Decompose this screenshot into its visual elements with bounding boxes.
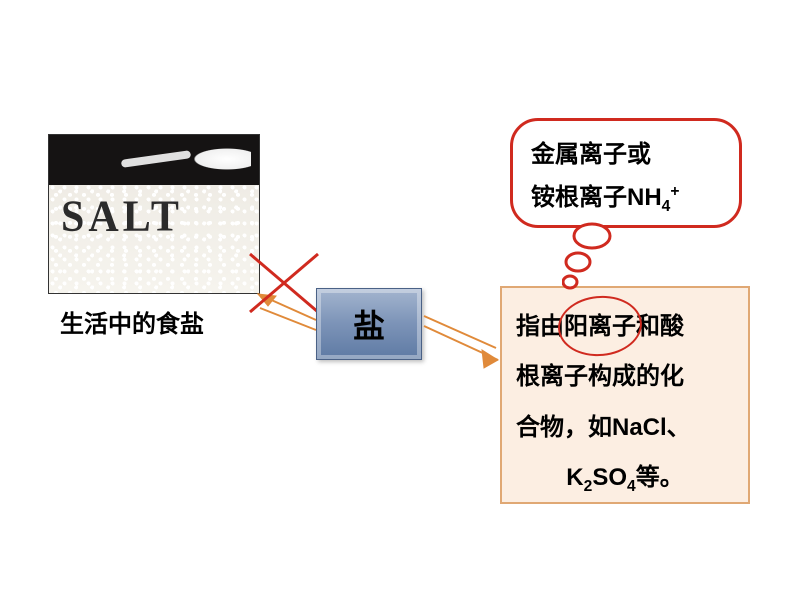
callout-l2-pre: 铵根离子NH (531, 184, 662, 211)
tail-bubble-2 (566, 253, 590, 271)
salt-spoon (171, 141, 251, 177)
arrow-right-shaft2 (424, 316, 496, 348)
callout-bubble: 金属离子或 铵根离子NH4+ (510, 118, 742, 228)
def-SO: SO (592, 464, 627, 491)
definition-line-2: 根离子构成的化 (516, 352, 734, 402)
cross-line-2 (250, 254, 318, 312)
center-salt-box: 盐 (316, 288, 422, 360)
salt-photo: SALT (48, 134, 260, 294)
center-salt-label: 盐 (353, 301, 385, 347)
def-sub4: 4 (627, 478, 636, 495)
arrow-right-head (482, 350, 498, 368)
salt-photo-text: SALT (61, 192, 183, 242)
callout-line-2: 铵根离子NH4+ (531, 176, 721, 221)
salt-caption: 生活中的食盐 (60, 304, 204, 339)
definition-line-3: 合物，如NaCl、 (516, 403, 734, 453)
callout-tail (562, 222, 632, 292)
def-highlight-cation: 阳离子 (564, 302, 636, 352)
definition-box: 指由阳离子和酸 根离子构成的化 合物，如NaCl、 K2SO4等。 (500, 286, 750, 504)
def-post: 等。 (636, 464, 684, 491)
arrow-right-shaft (424, 326, 498, 360)
callout-sub4: 4 (662, 198, 671, 215)
definition-line-1: 指由阳离子和酸 (516, 302, 734, 352)
arrow-left-shaft (258, 294, 316, 320)
def-l1-post: 和酸 (636, 313, 684, 340)
arrow-left-head (258, 294, 276, 306)
definition-line-4: K2SO4等。 (516, 453, 734, 504)
callout-sup-plus: + (670, 183, 679, 200)
def-K: K (566, 464, 583, 491)
cross-line-1 (250, 254, 318, 312)
arrow-left-shaft2 (260, 308, 316, 330)
callout-line-1: 金属离子或 (531, 133, 721, 176)
def-l1-pre: 指由 (516, 313, 564, 340)
